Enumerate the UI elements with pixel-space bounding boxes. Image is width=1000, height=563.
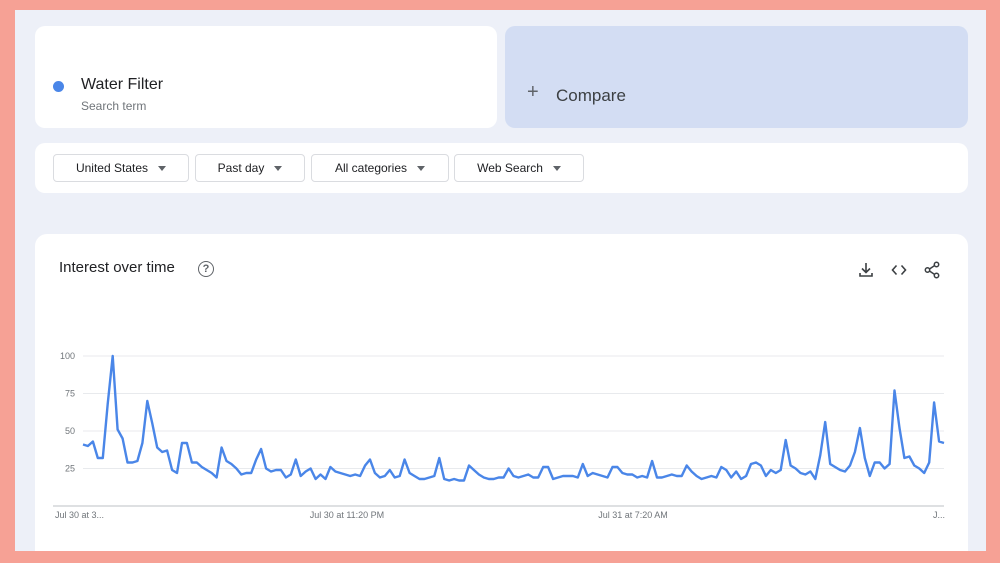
search-term-name[interactable]: Water Filter <box>81 76 164 93</box>
x-tick-label: Jul 31 at 7:20 AM <box>598 510 668 520</box>
y-tick-label: 25 <box>65 464 75 474</box>
region-filter-dropdown[interactable]: United States <box>53 154 189 182</box>
y-tick-label: 75 <box>65 389 75 399</box>
x-tick-label: J... <box>933 510 945 520</box>
dropdown-arrow-icon <box>158 165 167 171</box>
interest-line-chart: 25 50 75 100 Jul 30 at 3... Jul 30 at 11:20 P… <box>53 351 945 520</box>
filter-bar: United States Past day All categories We… <box>35 143 968 193</box>
series-line[interactable] <box>82 354 945 482</box>
x-tick-label: Jul 30 at 3... <box>55 510 104 520</box>
category-filter-dropdown[interactable]: All categories <box>311 154 449 182</box>
download-icon[interactable] <box>857 261 875 279</box>
dropdown-arrow-icon <box>274 165 283 171</box>
series-color-dot <box>53 81 64 92</box>
search-type-filter-label: Web Search <box>477 161 543 175</box>
share-icon[interactable] <box>923 261 941 279</box>
y-tick-label: 100 <box>60 351 75 361</box>
time-range-filter-dropdown[interactable]: Past day <box>195 154 305 182</box>
dropdown-arrow-icon <box>417 165 426 171</box>
region-filter-label: United States <box>75 161 149 175</box>
dropdown-arrow-icon <box>552 165 561 171</box>
x-tick-label: Jul 30 at 11:20 PM <box>310 510 384 520</box>
compare-button[interactable]: + Compare <box>505 26 968 128</box>
category-filter-label: All categories <box>334 161 408 175</box>
y-tick-label: 50 <box>65 426 75 436</box>
chart-title: Interest over time <box>59 259 175 276</box>
search-term-card[interactable]: Water Filter Search term <box>35 26 497 128</box>
compare-label: Compare <box>556 86 626 105</box>
trends-page: Water Filter Search term + Compare Unite… <box>15 10 986 551</box>
search-type-filter-dropdown[interactable]: Web Search <box>454 154 584 182</box>
time-range-filter-label: Past day <box>217 161 265 175</box>
embed-code-icon[interactable] <box>890 261 908 279</box>
help-circle-icon[interactable]: ? <box>198 261 214 277</box>
search-term-subtitle: Search term <box>81 99 147 113</box>
interest-over-time-card: Interest over time ? 25 50 75 100 Jul 30 at … <box>35 234 968 551</box>
plus-icon: + <box>527 81 539 103</box>
